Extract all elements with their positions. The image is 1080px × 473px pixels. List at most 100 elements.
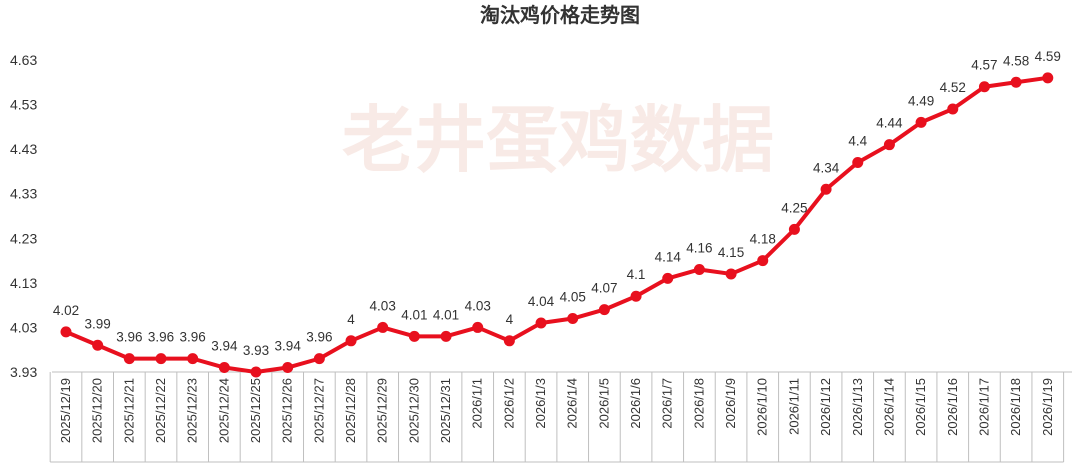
y-axis: 3.93 4.03 4.13 4.23 4.33 4.43 4.53 4.63: [10, 52, 37, 380]
data-label: 3.96: [116, 330, 142, 345]
data-point: [503, 335, 515, 347]
data-label: 4.07: [591, 281, 617, 296]
data-point: [282, 362, 294, 374]
data-point: [187, 353, 199, 365]
data-label: 4.34: [813, 160, 840, 175]
data-label: 4: [347, 312, 355, 327]
data-point: [820, 183, 832, 195]
data-point: [693, 263, 705, 275]
data-label: 3.94: [211, 339, 238, 354]
data-label: 4: [506, 312, 514, 327]
data-label: 4.05: [560, 290, 586, 305]
y-tick-label: 4.43: [10, 141, 37, 157]
data-label: 4.03: [465, 298, 491, 313]
data-point: [313, 353, 325, 365]
data-point: [788, 223, 800, 235]
x-tick-label: 2026/1/19: [1040, 378, 1055, 436]
data-point: [883, 139, 895, 151]
x-tick-label: 2025/12/27: [311, 378, 326, 443]
data-label: 3.96: [306, 330, 332, 345]
data-point: [1042, 72, 1054, 84]
x-tick-label: 2026/1/8: [691, 378, 706, 429]
data-point: [440, 330, 452, 342]
data-point: [92, 339, 104, 351]
y-tick-label: 4.23: [10, 230, 37, 246]
y-tick-label: 4.03: [10, 319, 37, 335]
data-label: 4.15: [718, 245, 744, 260]
data-label: 4.1: [627, 267, 646, 282]
x-tick-label: 2026/1/17: [976, 378, 991, 436]
data-label: 4.57: [971, 58, 997, 73]
data-label: 3.93: [243, 343, 269, 358]
y-tick-label: 4.53: [10, 97, 37, 113]
data-label: 4.01: [433, 307, 459, 322]
x-tick-label: 2025/12/24: [216, 378, 231, 443]
x-tick-label: 2026/1/9: [723, 378, 738, 429]
x-tick-label: 2025/12/29: [375, 378, 390, 443]
data-point: [345, 335, 357, 347]
data-point: [123, 353, 135, 365]
x-tick-label: 2026/1/5: [596, 378, 611, 429]
watermark: 老井蛋鸡数据: [342, 98, 774, 182]
data-points: [60, 72, 1054, 378]
data-label: 4.44: [876, 116, 903, 131]
data-point: [852, 157, 864, 169]
x-tick-label: 2026/1/1: [470, 378, 485, 429]
x-tick-label: 2025/12/21: [121, 378, 136, 443]
x-tick-label: 2026/1/3: [533, 378, 548, 429]
data-point: [155, 353, 167, 365]
x-tick-label: 2026/1/4: [565, 378, 580, 429]
data-label: 4.04: [528, 294, 555, 309]
x-tick-label: 2026/1/14: [881, 378, 896, 436]
x-tick-label: 2026/1/13: [850, 378, 865, 436]
data-point: [60, 326, 72, 338]
y-tick-label: 4.33: [10, 186, 37, 202]
data-point: [947, 103, 959, 115]
x-tick-label: 2026/1/16: [945, 378, 960, 436]
chart-title: 淘汰鸡价格走势图: [480, 3, 640, 27]
data-point: [567, 313, 579, 325]
x-tick-label: 2026/1/15: [913, 378, 928, 436]
data-label: 4.16: [686, 240, 712, 255]
data-point: [662, 272, 674, 284]
data-point: [1010, 76, 1022, 88]
x-tick-label: 2025/12/25: [248, 378, 263, 443]
data-point: [408, 330, 420, 342]
y-tick-label: 4.63: [10, 52, 37, 68]
data-label: 4.14: [655, 249, 682, 264]
x-axis: 2025/12/19 2025/12/20 2025/12/21 2025/12/22…: [49, 371, 1072, 463]
data-labels: 4.02 3.99 3.96 3.96 3.96 3.94 3.93 3.94 3.96 4 4.0…: [53, 49, 1061, 358]
y-tick-label: 3.93: [10, 364, 37, 380]
data-label: 4.4: [848, 134, 867, 149]
x-tick-label: 2025/12/22: [153, 378, 168, 443]
x-tick-label: 2025/12/31: [438, 378, 453, 443]
x-tick-label: 2025/12/28: [343, 378, 358, 443]
data-label: 3.96: [148, 330, 174, 345]
x-tick-label: 2026/1/2: [501, 378, 516, 429]
data-label: 3.99: [85, 316, 111, 331]
x-tick-label: 2026/1/7: [660, 378, 675, 429]
data-point: [377, 321, 389, 333]
data-label: 4.52: [940, 80, 966, 95]
x-tick-label: 2026/1/6: [628, 378, 643, 429]
data-point: [725, 268, 737, 280]
data-label: 4.25: [781, 200, 807, 215]
data-point: [757, 255, 769, 267]
x-tick-label: 2026/1/18: [1008, 378, 1023, 436]
data-label: 4.01: [401, 307, 427, 322]
x-tick-label: 2025/12/19: [58, 378, 73, 443]
data-label: 4.03: [370, 298, 396, 313]
data-label: 3.96: [180, 330, 206, 345]
data-point: [915, 116, 927, 128]
data-point: [630, 290, 642, 302]
data-label: 4.18: [750, 232, 776, 247]
x-tick-label: 2025/12/26: [280, 378, 295, 443]
y-tick-label: 4.13: [10, 275, 37, 291]
data-point: [218, 362, 230, 374]
data-label: 3.94: [275, 339, 302, 354]
x-tick-label: 2026/1/11: [786, 378, 801, 435]
x-tick-label: 2025/12/20: [90, 378, 105, 443]
data-point: [535, 317, 547, 329]
x-tick-label: 2026/1/10: [755, 378, 770, 436]
